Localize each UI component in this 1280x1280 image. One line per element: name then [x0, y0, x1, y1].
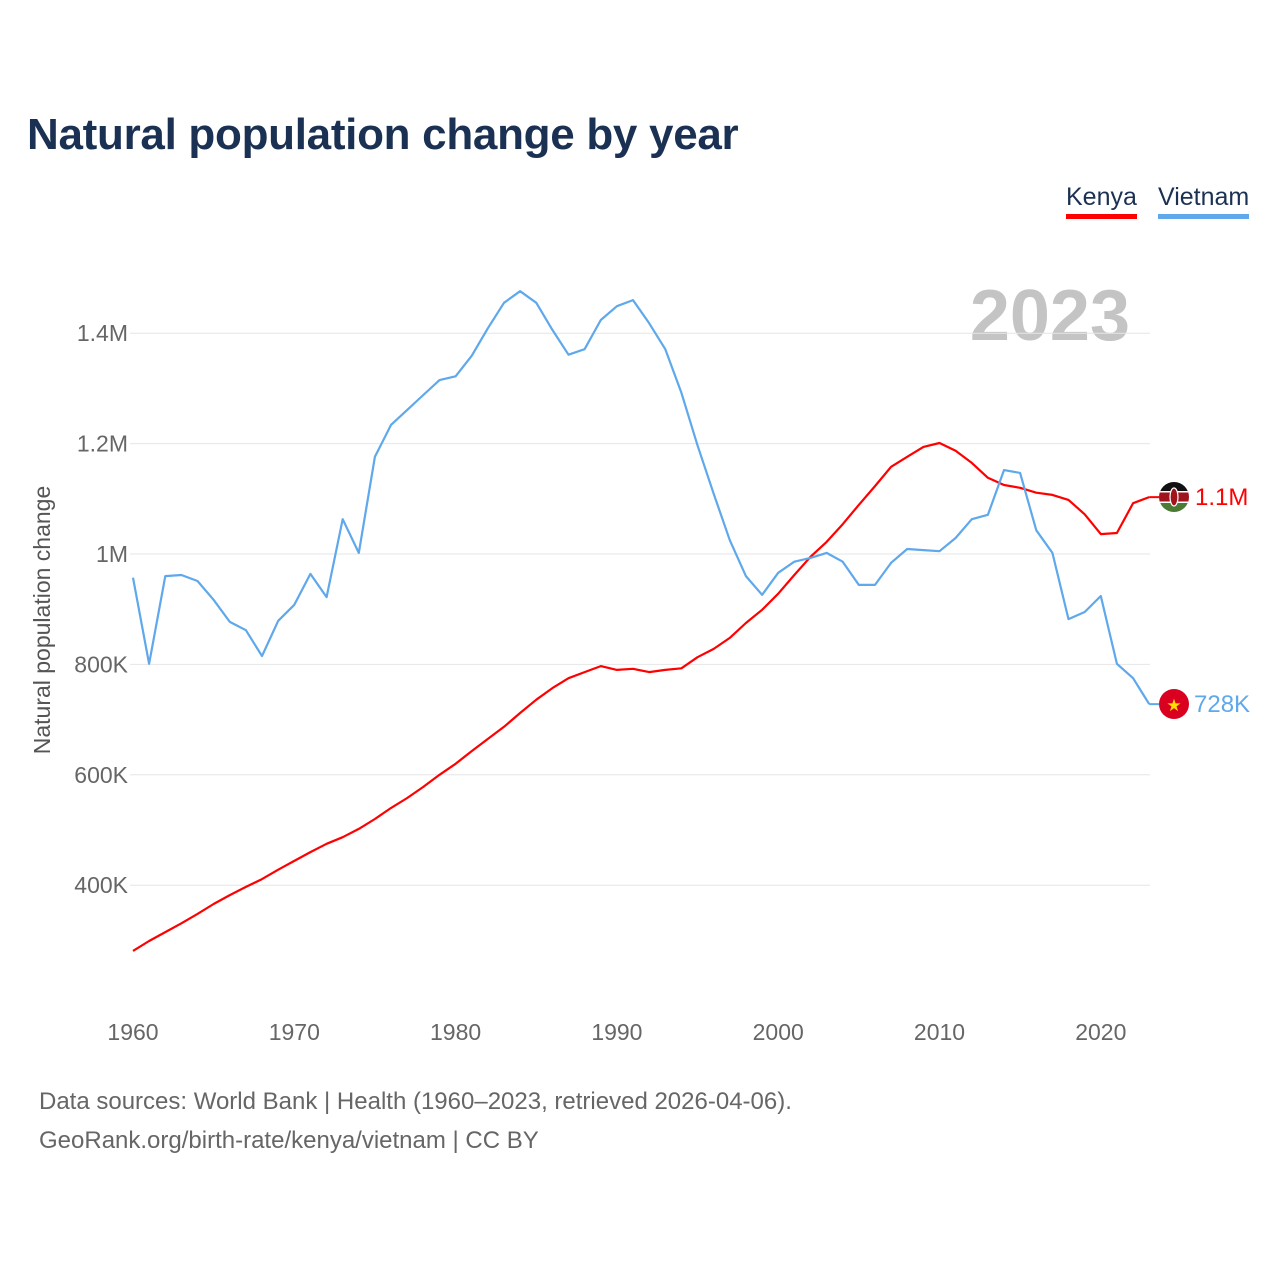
y-tick-label: 1.4M [77, 320, 128, 346]
footer-attribution[interactable]: GeoRank.org/birth-rate/kenya/vietnam | C… [39, 1127, 539, 1154]
y-tick-label: 1M [96, 541, 128, 567]
footer-sources: Data sources: World Bank | Health (1960–… [39, 1088, 792, 1115]
x-tick-label: 1960 [107, 1019, 158, 1045]
x-tick-label: 2010 [914, 1019, 965, 1045]
y-tick-label: 600K [74, 762, 128, 788]
series-line-kenya [132, 441, 1150, 952]
year-watermark: 2023 [970, 276, 1130, 356]
legend-item-vietnam[interactable]: Vietnam [1158, 183, 1250, 219]
kenya-flag-icon [1159, 482, 1189, 512]
x-tick-label: 2000 [753, 1019, 804, 1045]
legend-item-kenya[interactable]: Kenya [1066, 183, 1137, 219]
vietnam-flag-icon: ★ [1159, 689, 1189, 719]
x-tick-label: 2020 [1075, 1019, 1126, 1045]
x-tick-label: 1980 [430, 1019, 481, 1045]
vietnam-end-label: 728K [1194, 691, 1250, 718]
series-line-vietnam [131, 290, 1151, 705]
x-tick-label: 1990 [591, 1019, 642, 1045]
kenya-end-label: 1.1M [1195, 484, 1248, 511]
y-tick-label: 400K [74, 872, 128, 898]
y-tick-label: 800K [74, 651, 128, 677]
y-tick-label: 1.2M [77, 431, 128, 457]
x-tick-label: 1970 [269, 1019, 320, 1045]
y-axis-label: Natural population change [29, 486, 55, 755]
svg-text:★: ★ [1166, 696, 1181, 715]
chart-title: Natural population change by year [27, 110, 739, 159]
